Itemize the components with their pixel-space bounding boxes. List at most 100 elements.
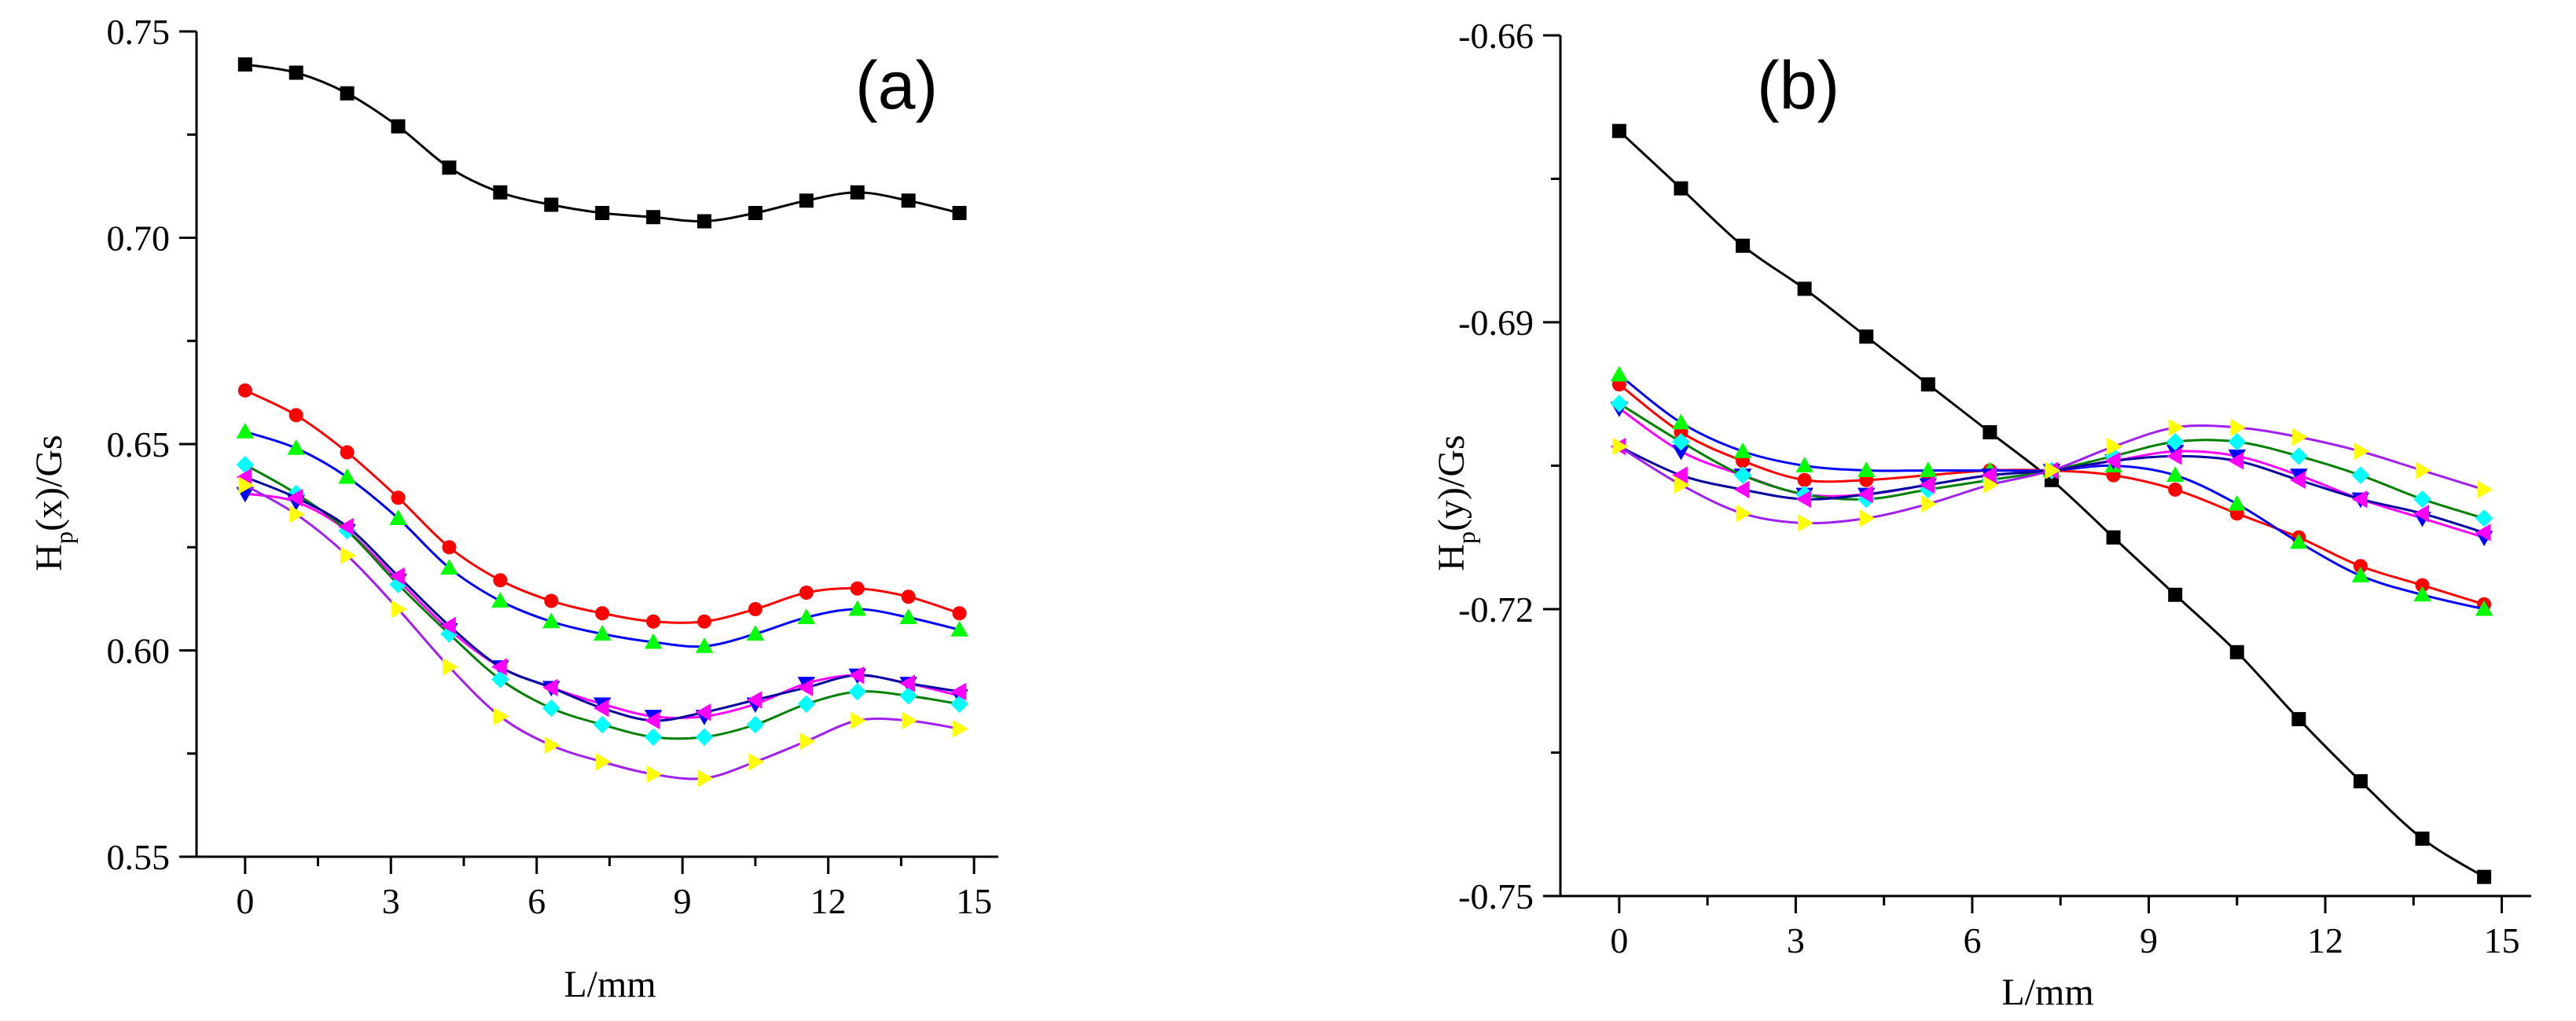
x-tick-label: 12	[810, 881, 847, 921]
data-point-hp−9000	[1859, 509, 1876, 527]
x-tick-label: 0	[1610, 920, 1628, 960]
data-point-hp-5000	[848, 682, 866, 701]
x-tick-label: 6	[527, 881, 546, 921]
data-point-hp−7000	[2166, 447, 2182, 465]
y-tick-label: 0.70	[107, 219, 171, 259]
data-point-hp−9000	[1921, 494, 1938, 513]
data-point-hp-7000	[797, 678, 814, 696]
data-point-hp-1	[595, 206, 610, 220]
panel-a: (a) L/mm Hp(x)/Gs 0 3 6 9 12 15 0.55 0.60 0.65 0.…	[28, 12, 998, 1005]
y-axis-title-b: Hp(y)/Gs	[1431, 435, 1480, 571]
data-point-hp-1000	[389, 509, 407, 525]
data-point-hp-7000	[287, 489, 303, 507]
y-axis-title-b-main: H	[1431, 544, 1472, 571]
data-point-hp−1	[2415, 832, 2430, 846]
data-point-hp−300	[2415, 578, 2430, 593]
x-tick-label: 3	[1787, 920, 1805, 960]
panel-b: (b) L/mm Hp(y)/Gs 0 3 6 9 12 15 -0.75 -0.72 -0.6…	[1431, 16, 2531, 1013]
data-point-hp-5000	[695, 728, 714, 746]
data-point-hp-7000	[236, 468, 252, 487]
y-axis-title-b-sub: p	[1452, 531, 1480, 544]
data-point-hp-1	[799, 193, 814, 208]
data-point-hp-300	[340, 445, 355, 460]
data-point-hp-5000	[593, 715, 612, 734]
series-line-hp-7000	[244, 476, 960, 722]
data-point-hp−7000	[2413, 505, 2429, 523]
data-point-hp−5000	[2475, 509, 2493, 527]
y-tick-label: -0.66	[1458, 16, 1534, 56]
svg-text:Hp(x)/Gs: Hp(x)/Gs	[28, 435, 78, 571]
y-tick-label: 0.55	[107, 837, 171, 877]
data-point-hp−9000	[2291, 428, 2308, 446]
data-point-hp-1000	[797, 608, 816, 624]
data-point-hp-7000	[950, 682, 966, 701]
x-tick-label: 0	[236, 881, 254, 921]
y-axis-title-a: Hp(x)/Gs	[28, 435, 78, 571]
data-point-hp−1000	[2228, 494, 2247, 511]
data-point-hp−9000	[2107, 437, 2122, 456]
data-point-hp−7000	[2475, 523, 2491, 542]
plot-area-a: 0 3 6 9 12 15 0.55 0.60 0.65 0.70 0.75	[107, 12, 998, 921]
data-point-hp-1	[646, 210, 661, 225]
data-point-hp-1	[850, 185, 865, 200]
data-point-hp−9000	[1612, 437, 1629, 456]
data-point-hp-9000	[340, 546, 356, 564]
x-tick-label: 6	[1963, 920, 1981, 960]
data-point-hp−7000	[1919, 476, 1935, 494]
data-point-hp−5000	[2166, 432, 2185, 451]
data-point-hp-1000	[440, 559, 458, 575]
data-point-hp−5000	[2351, 466, 2370, 484]
data-point-hp−3000	[1672, 444, 1690, 461]
data-point-hp-5000	[644, 728, 663, 746]
data-point-hp−9000	[2477, 480, 2493, 499]
data-point-hp-7000	[440, 616, 456, 635]
data-point-hp−9000	[1674, 476, 1690, 494]
data-point-hp-300	[288, 408, 303, 423]
data-point-hp-1000	[287, 439, 305, 455]
data-point-hp-1000	[950, 621, 968, 637]
data-point-hp-1	[493, 185, 508, 200]
data-point-hp-9000	[799, 732, 816, 751]
data-point-hp-1	[340, 86, 355, 101]
data-point-hp−9000	[2354, 443, 2370, 461]
data-point-hp-9000	[289, 505, 305, 523]
data-point-hp-5000	[899, 687, 917, 705]
data-point-hp−9000	[1736, 505, 1752, 523]
data-point-hp-9000	[391, 600, 407, 619]
data-point-hp−9000	[2230, 418, 2247, 437]
data-point-hp-7000	[899, 674, 916, 692]
data-point-hp−7000	[1795, 490, 1812, 509]
data-point-hp−1	[2106, 530, 2121, 545]
data-point-hp−1000	[2351, 567, 2370, 582]
data-point-hp-1	[442, 160, 457, 175]
data-point-hp−1000	[1857, 461, 1876, 478]
y-tick-label: 0.65	[107, 424, 171, 465]
data-point-hp-9000	[595, 753, 612, 771]
panel-label-a: (a)	[855, 48, 938, 123]
data-point-hp−1	[1611, 123, 1626, 138]
y-tick-label: 0.75	[107, 12, 171, 52]
data-point-hp-1	[697, 214, 711, 229]
data-point-hp-9000	[493, 707, 509, 725]
data-point-hp-300	[850, 581, 865, 596]
data-point-hp-7000	[746, 691, 763, 709]
svg-text:Hp(y)/Gs: Hp(y)/Gs	[1431, 435, 1480, 571]
data-point-hp−1000	[2413, 586, 2431, 602]
data-point-hp-9000	[443, 658, 458, 676]
data-point-hp−1	[1736, 238, 1751, 253]
data-point-hp-1	[237, 57, 252, 72]
data-point-hp−1	[1797, 281, 1812, 296]
data-point-hp−9000	[1798, 514, 1813, 532]
data-point-hp−1	[2168, 587, 2183, 602]
data-point-hp−9000	[2416, 461, 2431, 479]
data-point-hp−1000	[1672, 413, 1690, 430]
data-point-hp-9000	[544, 736, 560, 755]
data-point-hp-9000	[238, 476, 255, 494]
data-point-hp−9000	[2045, 461, 2061, 479]
y-axis-title-a-main: H	[28, 544, 70, 571]
data-point-hp-1000	[338, 468, 356, 484]
data-point-hp-7000	[389, 567, 405, 586]
data-point-hp-300	[697, 614, 711, 629]
data-point-hp-5000	[491, 670, 509, 689]
